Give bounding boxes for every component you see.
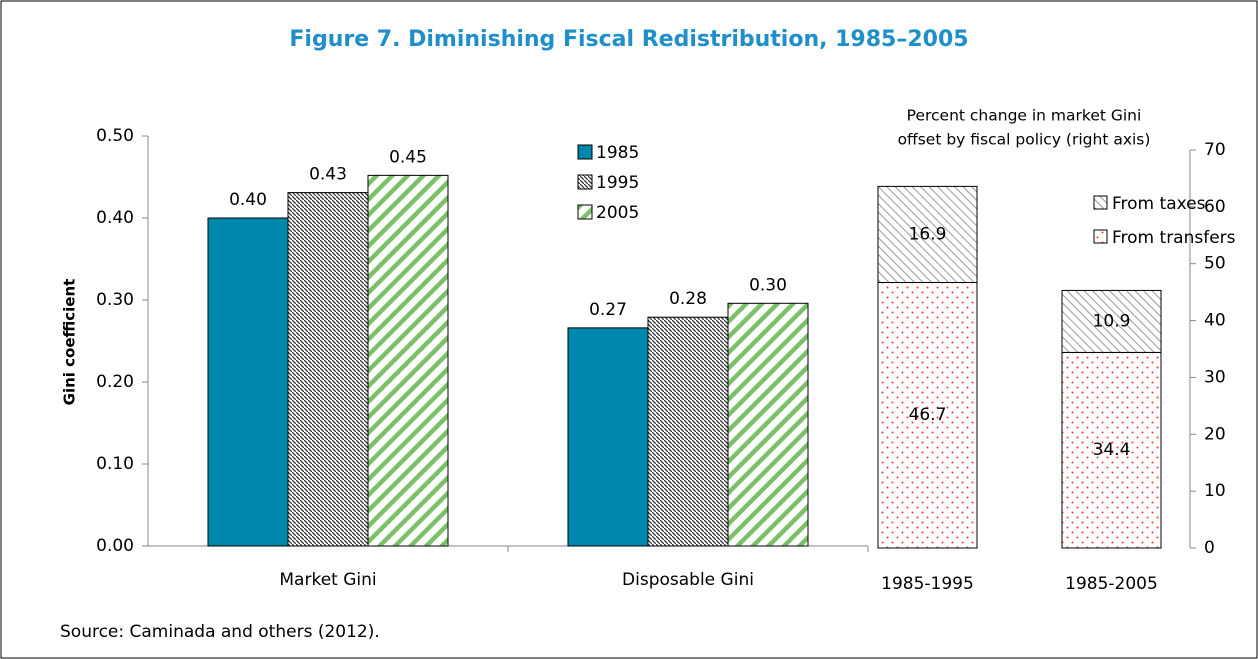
source: Source: Caminada and others (2012). bbox=[60, 622, 380, 642]
bar-segment bbox=[1061, 289, 1162, 353]
y2-tick-label: 20 bbox=[1204, 424, 1226, 444]
data-label: 0.30 bbox=[749, 275, 787, 295]
x-tick-label: Disposable Gini bbox=[622, 570, 754, 590]
y-tick-label: 0.00 bbox=[96, 536, 134, 556]
bar bbox=[287, 192, 369, 547]
legend-swatch bbox=[1093, 229, 1108, 244]
data-label: 0.28 bbox=[669, 289, 707, 309]
data-label: 0.40 bbox=[229, 190, 267, 210]
x-tick-label: 1985-2005 bbox=[1065, 574, 1158, 594]
legend-swatch bbox=[577, 204, 593, 220]
y-tick-label: 0.10 bbox=[96, 454, 134, 474]
legend-swatch bbox=[577, 144, 593, 160]
y2-tick-label: 60 bbox=[1204, 197, 1226, 217]
annotation: Percent change in market Gini bbox=[907, 107, 1142, 125]
bar-segment bbox=[877, 281, 978, 549]
y-tick-label: 0.30 bbox=[96, 290, 134, 310]
bar-segment bbox=[1061, 351, 1162, 549]
bar bbox=[727, 302, 809, 547]
y-tick-label: 0.50 bbox=[96, 126, 134, 146]
x-tick-label: 1985-1995 bbox=[881, 574, 974, 594]
data-label: 0.45 bbox=[389, 147, 427, 167]
data-label: 10.9 bbox=[1093, 311, 1131, 331]
data-label: 16.9 bbox=[909, 224, 947, 244]
y2-tick-label: 10 bbox=[1204, 481, 1226, 501]
y-tick-label: 0.20 bbox=[96, 372, 134, 392]
y2-tick-label: 0 bbox=[1204, 538, 1215, 558]
bar-segment bbox=[877, 185, 978, 283]
y2-tick-label: 70 bbox=[1204, 140, 1226, 160]
y2-tick-label: 40 bbox=[1204, 311, 1226, 331]
y-axis-label: Gini coefficient bbox=[61, 279, 79, 406]
data-label: 0.27 bbox=[589, 300, 627, 320]
legend-label: 1995 bbox=[596, 173, 639, 193]
bar bbox=[207, 217, 289, 547]
legend-label: From taxes bbox=[1112, 194, 1206, 214]
data-label: 46.7 bbox=[909, 405, 947, 425]
data-label: 0.43 bbox=[309, 165, 347, 185]
chart-title: Figure 7. Diminishing Fiscal Redistribut… bbox=[289, 27, 968, 52]
bar bbox=[367, 174, 449, 547]
data-label: 34.4 bbox=[1093, 440, 1131, 460]
legend-swatch bbox=[577, 174, 593, 190]
legend-label: 1985 bbox=[596, 143, 639, 163]
bar bbox=[647, 316, 729, 547]
y2-tick-label: 30 bbox=[1204, 367, 1226, 387]
legend-swatch bbox=[1093, 195, 1108, 210]
bar bbox=[567, 327, 649, 547]
legend-label: 2005 bbox=[596, 203, 639, 223]
x-tick-label: Market Gini bbox=[279, 570, 376, 590]
y-tick-label: 0.40 bbox=[96, 208, 134, 228]
annotation: offset by fiscal policy (right axis) bbox=[898, 131, 1151, 149]
y2-tick-label: 50 bbox=[1204, 254, 1226, 274]
legend-label: From transfers bbox=[1112, 228, 1236, 248]
